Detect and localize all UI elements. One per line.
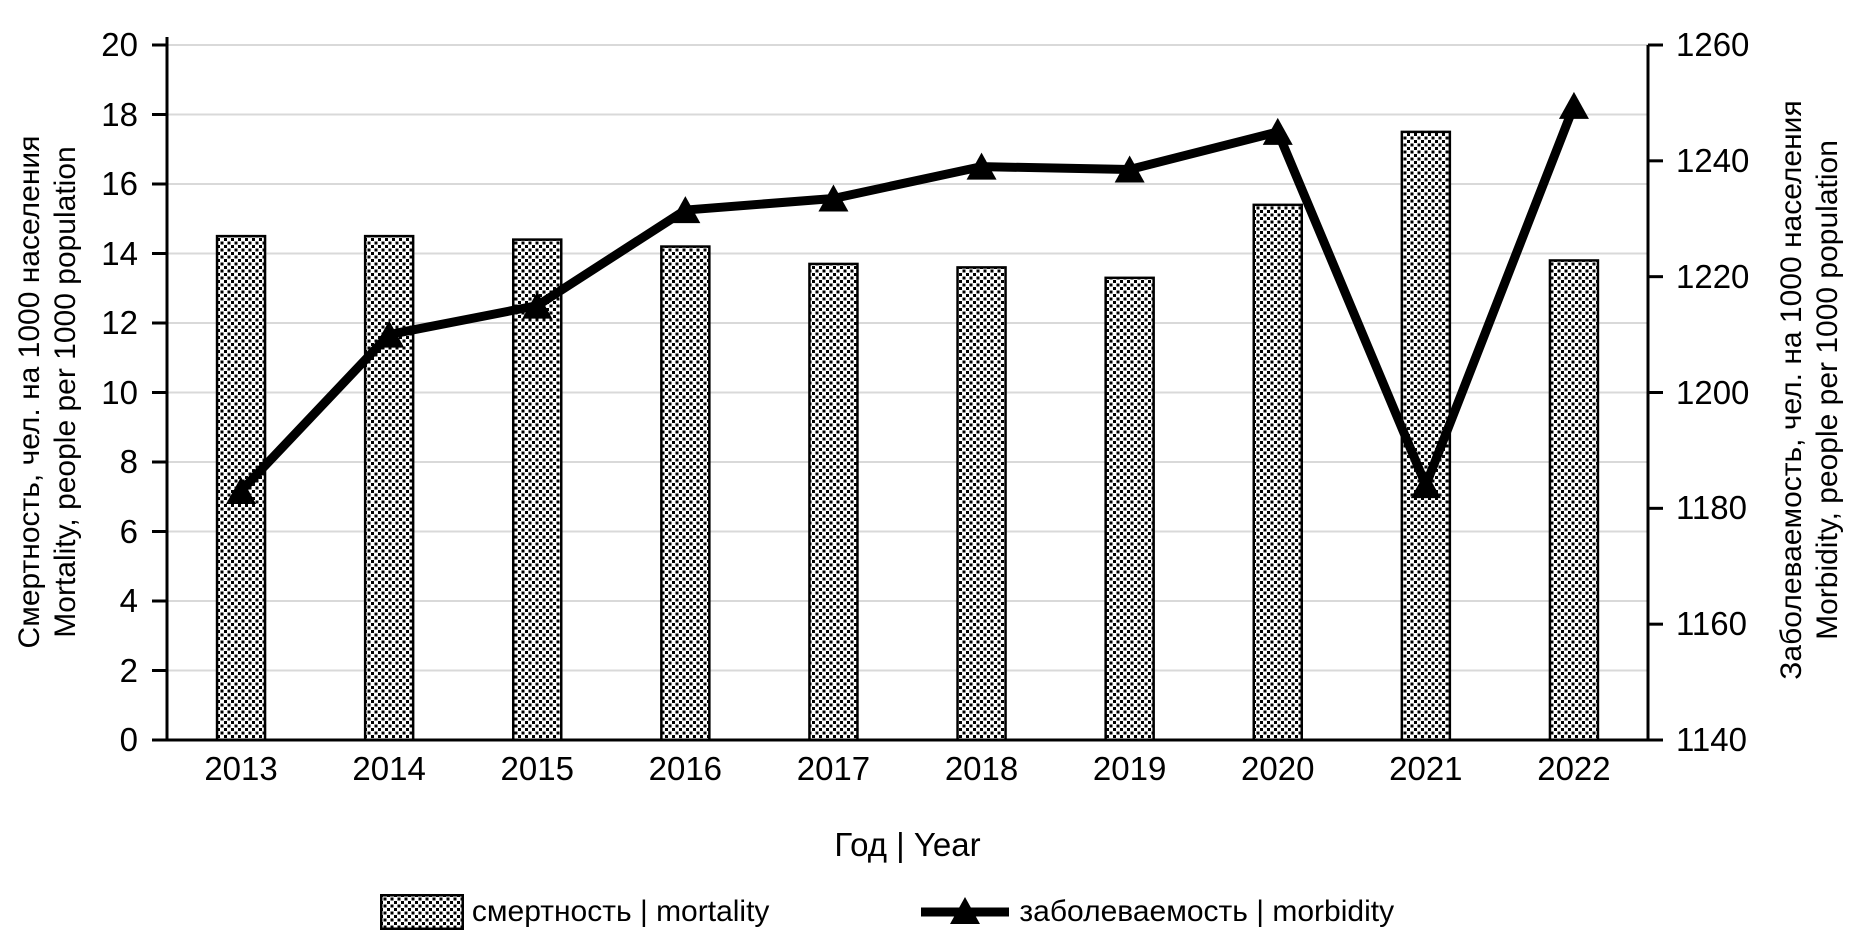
marker-triangle-2019 xyxy=(1114,155,1145,183)
left-tick-label-14: 14 xyxy=(101,234,138,272)
marker-triangle-2016 xyxy=(670,196,701,224)
marker-triangle-2018 xyxy=(966,152,997,180)
marker-triangle-2021 xyxy=(1410,471,1441,499)
marker-triangle-2017 xyxy=(818,184,849,212)
bar-2022 xyxy=(1548,259,1600,742)
right-tick-label-1140: 1140 xyxy=(1676,721,1747,758)
left-tick-label-0: 0 xyxy=(119,721,138,758)
bar-2017 xyxy=(808,262,859,742)
legend-item-morbidity: заболеваемость | morbidity xyxy=(919,894,1394,930)
left-tick-label-20: 20 xyxy=(101,26,138,63)
x-label-2016: 2016 xyxy=(648,750,723,787)
right-tick-label-1260: 1260 xyxy=(1676,26,1750,63)
legend-label-morbidity: заболеваемость | morbidity xyxy=(1019,895,1395,928)
mortality-bar-swatch-icon xyxy=(379,894,464,930)
x-label-2021: 2021 xyxy=(1389,750,1463,787)
left-tick-label-18: 18 xyxy=(101,95,138,133)
bar-2016 xyxy=(660,245,711,742)
x-label-2013: 2013 xyxy=(204,750,278,787)
marker-triangle-2022 xyxy=(1558,91,1589,119)
right-tick-label-1220: 1220 xyxy=(1676,257,1750,295)
marker-triangle-2014 xyxy=(374,320,405,348)
marker-triangle-2013 xyxy=(226,476,257,504)
bar-2018 xyxy=(956,266,1007,742)
marker-triangle-2015 xyxy=(522,291,553,319)
right-tick-label-1200: 1200 xyxy=(1676,373,1750,411)
x-label-2014: 2014 xyxy=(352,750,426,787)
left-tick-label-8: 8 xyxy=(119,443,138,480)
morbidity-line xyxy=(236,101,1579,496)
left-tick-label-12: 12 xyxy=(101,304,138,341)
legend: смертность | mortality заболеваемость | … xyxy=(0,884,1814,940)
x-label-2017: 2017 xyxy=(796,750,871,787)
x-label-2020: 2020 xyxy=(1241,750,1315,787)
bar-2015 xyxy=(512,238,563,742)
bar-2014 xyxy=(363,234,415,742)
right-tick-label-1240: 1240 xyxy=(1676,141,1750,179)
x-label-2018: 2018 xyxy=(944,750,1019,787)
bar-2019 xyxy=(1104,276,1155,742)
left-tick-label-6: 6 xyxy=(119,512,138,550)
marker-triangle-2020 xyxy=(1262,117,1293,145)
right-tick-label-1180: 1180 xyxy=(1676,489,1747,527)
x-label-2015: 2015 xyxy=(500,750,574,787)
morbidity-line-swatch-icon xyxy=(921,897,1010,924)
right-tick-label-1160: 1160 xyxy=(1676,605,1747,643)
left-tick-label-4: 4 xyxy=(119,582,138,619)
x-label-2022: 2022 xyxy=(1537,750,1611,787)
left-tick-label-10: 10 xyxy=(101,373,138,411)
left-tick-label-16: 16 xyxy=(101,165,138,202)
x-label-2019: 2019 xyxy=(1092,750,1167,787)
left-tick-label-2: 2 xyxy=(119,651,138,689)
legend-item-mortality: смертность | mortality xyxy=(379,894,770,930)
legend-label-mortality: смертность | mortality xyxy=(471,895,770,928)
x-axis-title: Год | Year xyxy=(834,826,981,863)
bar-2020 xyxy=(1252,203,1303,742)
